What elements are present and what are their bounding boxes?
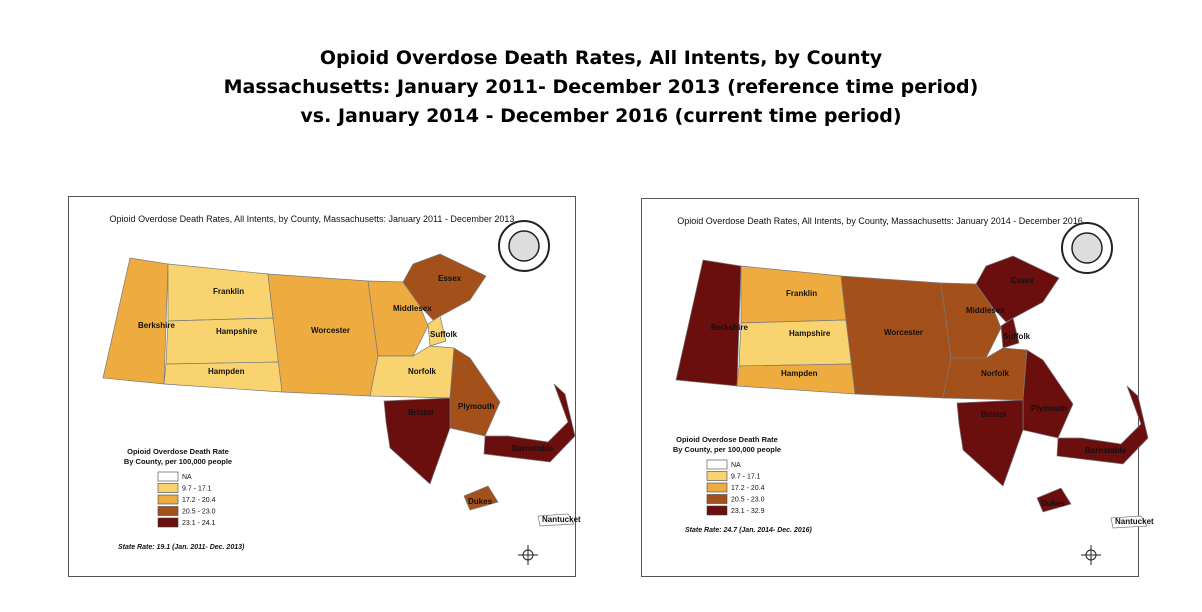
- compass-ring: [522, 549, 534, 561]
- county-shape: [427, 315, 447, 347]
- seal: [1061, 222, 1113, 274]
- county-shape: [1110, 515, 1148, 529]
- legend-title: By County, per 100,000 people: [124, 457, 232, 466]
- county-label: Franklin: [213, 287, 244, 296]
- legend-label: NA: [731, 462, 741, 469]
- county-label: Plymouth: [458, 402, 495, 411]
- map-title: Opioid Overdose Death Rates, All Intents…: [110, 214, 515, 224]
- county-label: Dukes: [468, 497, 493, 506]
- legend-title: Opioid Overdose Death Rate: [127, 447, 229, 456]
- county-label: Franklin: [786, 289, 817, 298]
- county-shape: [975, 255, 1060, 323]
- map-panel: Opioid Overdose Death Rates, All Intents…: [641, 198, 1154, 577]
- legend-swatch: [157, 517, 179, 528]
- legend-label: 23.1 - 24.1: [182, 520, 216, 527]
- county-shape: [840, 275, 952, 399]
- county-label: Suffolk: [430, 330, 458, 339]
- title-line: Opioid Overdose Death Rates, All Intents…: [319, 47, 883, 69]
- county-label: Middlesex: [393, 304, 432, 313]
- title-line: vs. January 2014 - December 2016 (curren…: [300, 105, 902, 127]
- legend-label: 20.5 - 23.0: [731, 497, 765, 504]
- county-label: Dukes: [1041, 499, 1066, 508]
- county-label: Worcester: [311, 326, 350, 335]
- county-shape: [463, 485, 499, 511]
- seal-inner: [508, 230, 540, 262]
- county-shape: [402, 253, 487, 321]
- map-title: Opioid Overdose Death Rates, All Intents…: [677, 216, 1083, 226]
- title-line: Massachusetts: January 2011- December 20…: [223, 76, 979, 98]
- legend-swatch: [706, 471, 728, 481]
- legend-swatch: [157, 494, 179, 505]
- map-panel: Opioid Overdose Death Rates, All Intents…: [68, 196, 581, 577]
- county-label: Hampshire: [216, 327, 258, 336]
- legend-label: 17.2 - 20.4: [182, 497, 216, 504]
- county-label: Middlesex: [966, 306, 1005, 315]
- county-label: Norfolk: [408, 367, 437, 376]
- legend-swatch: [706, 482, 728, 493]
- county-label: Hampshire: [789, 329, 831, 338]
- county-label: Hampden: [208, 367, 245, 376]
- county-shape: [383, 397, 451, 485]
- county-label: Plymouth: [1031, 404, 1068, 413]
- county-label: Nantucket: [542, 515, 581, 524]
- county-shape: [1036, 487, 1072, 513]
- legend-label: 17.2 - 20.4: [731, 485, 765, 492]
- seal-inner: [1071, 232, 1103, 264]
- county-label: Berkshire: [711, 323, 748, 332]
- county-shape: [483, 383, 576, 463]
- seal: [498, 220, 550, 272]
- legend-label: NA: [182, 474, 192, 481]
- state-rate: State Rate: 19.1 (Jan. 2011- Dec. 2013): [118, 544, 245, 551]
- county-shape: [956, 399, 1024, 487]
- county-label: Berkshire: [138, 321, 175, 330]
- legend-label: 9.7 - 17.1: [182, 486, 212, 493]
- legend-label: 20.5 - 23.0: [182, 509, 216, 516]
- county-label: Barnstable: [1085, 446, 1127, 455]
- legend-swatch: [706, 459, 728, 470]
- legend-label: 23.1 - 32.9: [731, 508, 765, 515]
- legend-swatch: [706, 494, 728, 504]
- county-shape: [537, 513, 575, 527]
- county-shape: [165, 317, 281, 365]
- county-shape: [1000, 317, 1020, 349]
- county-label: Suffolk: [1003, 332, 1031, 341]
- legend-title: Opioid Overdose Death Rate: [676, 435, 778, 444]
- legend-label: 9.7 - 17.1: [731, 474, 761, 481]
- compass: [1081, 545, 1101, 565]
- county-label: Nantucket: [1115, 517, 1154, 526]
- county-label: Norfolk: [981, 369, 1010, 378]
- compass-ring: [1085, 549, 1097, 561]
- county-label: Barnstable: [512, 444, 554, 453]
- county-shape: [267, 273, 379, 397]
- county-shape: [738, 319, 854, 367]
- legend-swatch: [157, 506, 179, 516]
- county-label: Worcester: [884, 328, 923, 337]
- county-shape: [1056, 385, 1149, 465]
- county-label: Bristol: [408, 408, 433, 417]
- legend-title: By County, per 100,000 people: [673, 445, 781, 454]
- compass: [518, 545, 538, 565]
- county-label: Essex: [438, 274, 462, 283]
- legend-swatch: [706, 505, 728, 516]
- page-title: Opioid Overdose Death Rates, All Intents…: [0, 44, 1202, 131]
- legend-swatch: [157, 483, 179, 493]
- county-label: Essex: [1011, 276, 1035, 285]
- legend-swatch: [157, 471, 179, 482]
- county-label: Bristol: [981, 410, 1006, 419]
- state-rate: State Rate: 24.7 (Jan. 2014- Dec. 2016): [685, 527, 813, 534]
- county-label: Hampden: [781, 369, 818, 378]
